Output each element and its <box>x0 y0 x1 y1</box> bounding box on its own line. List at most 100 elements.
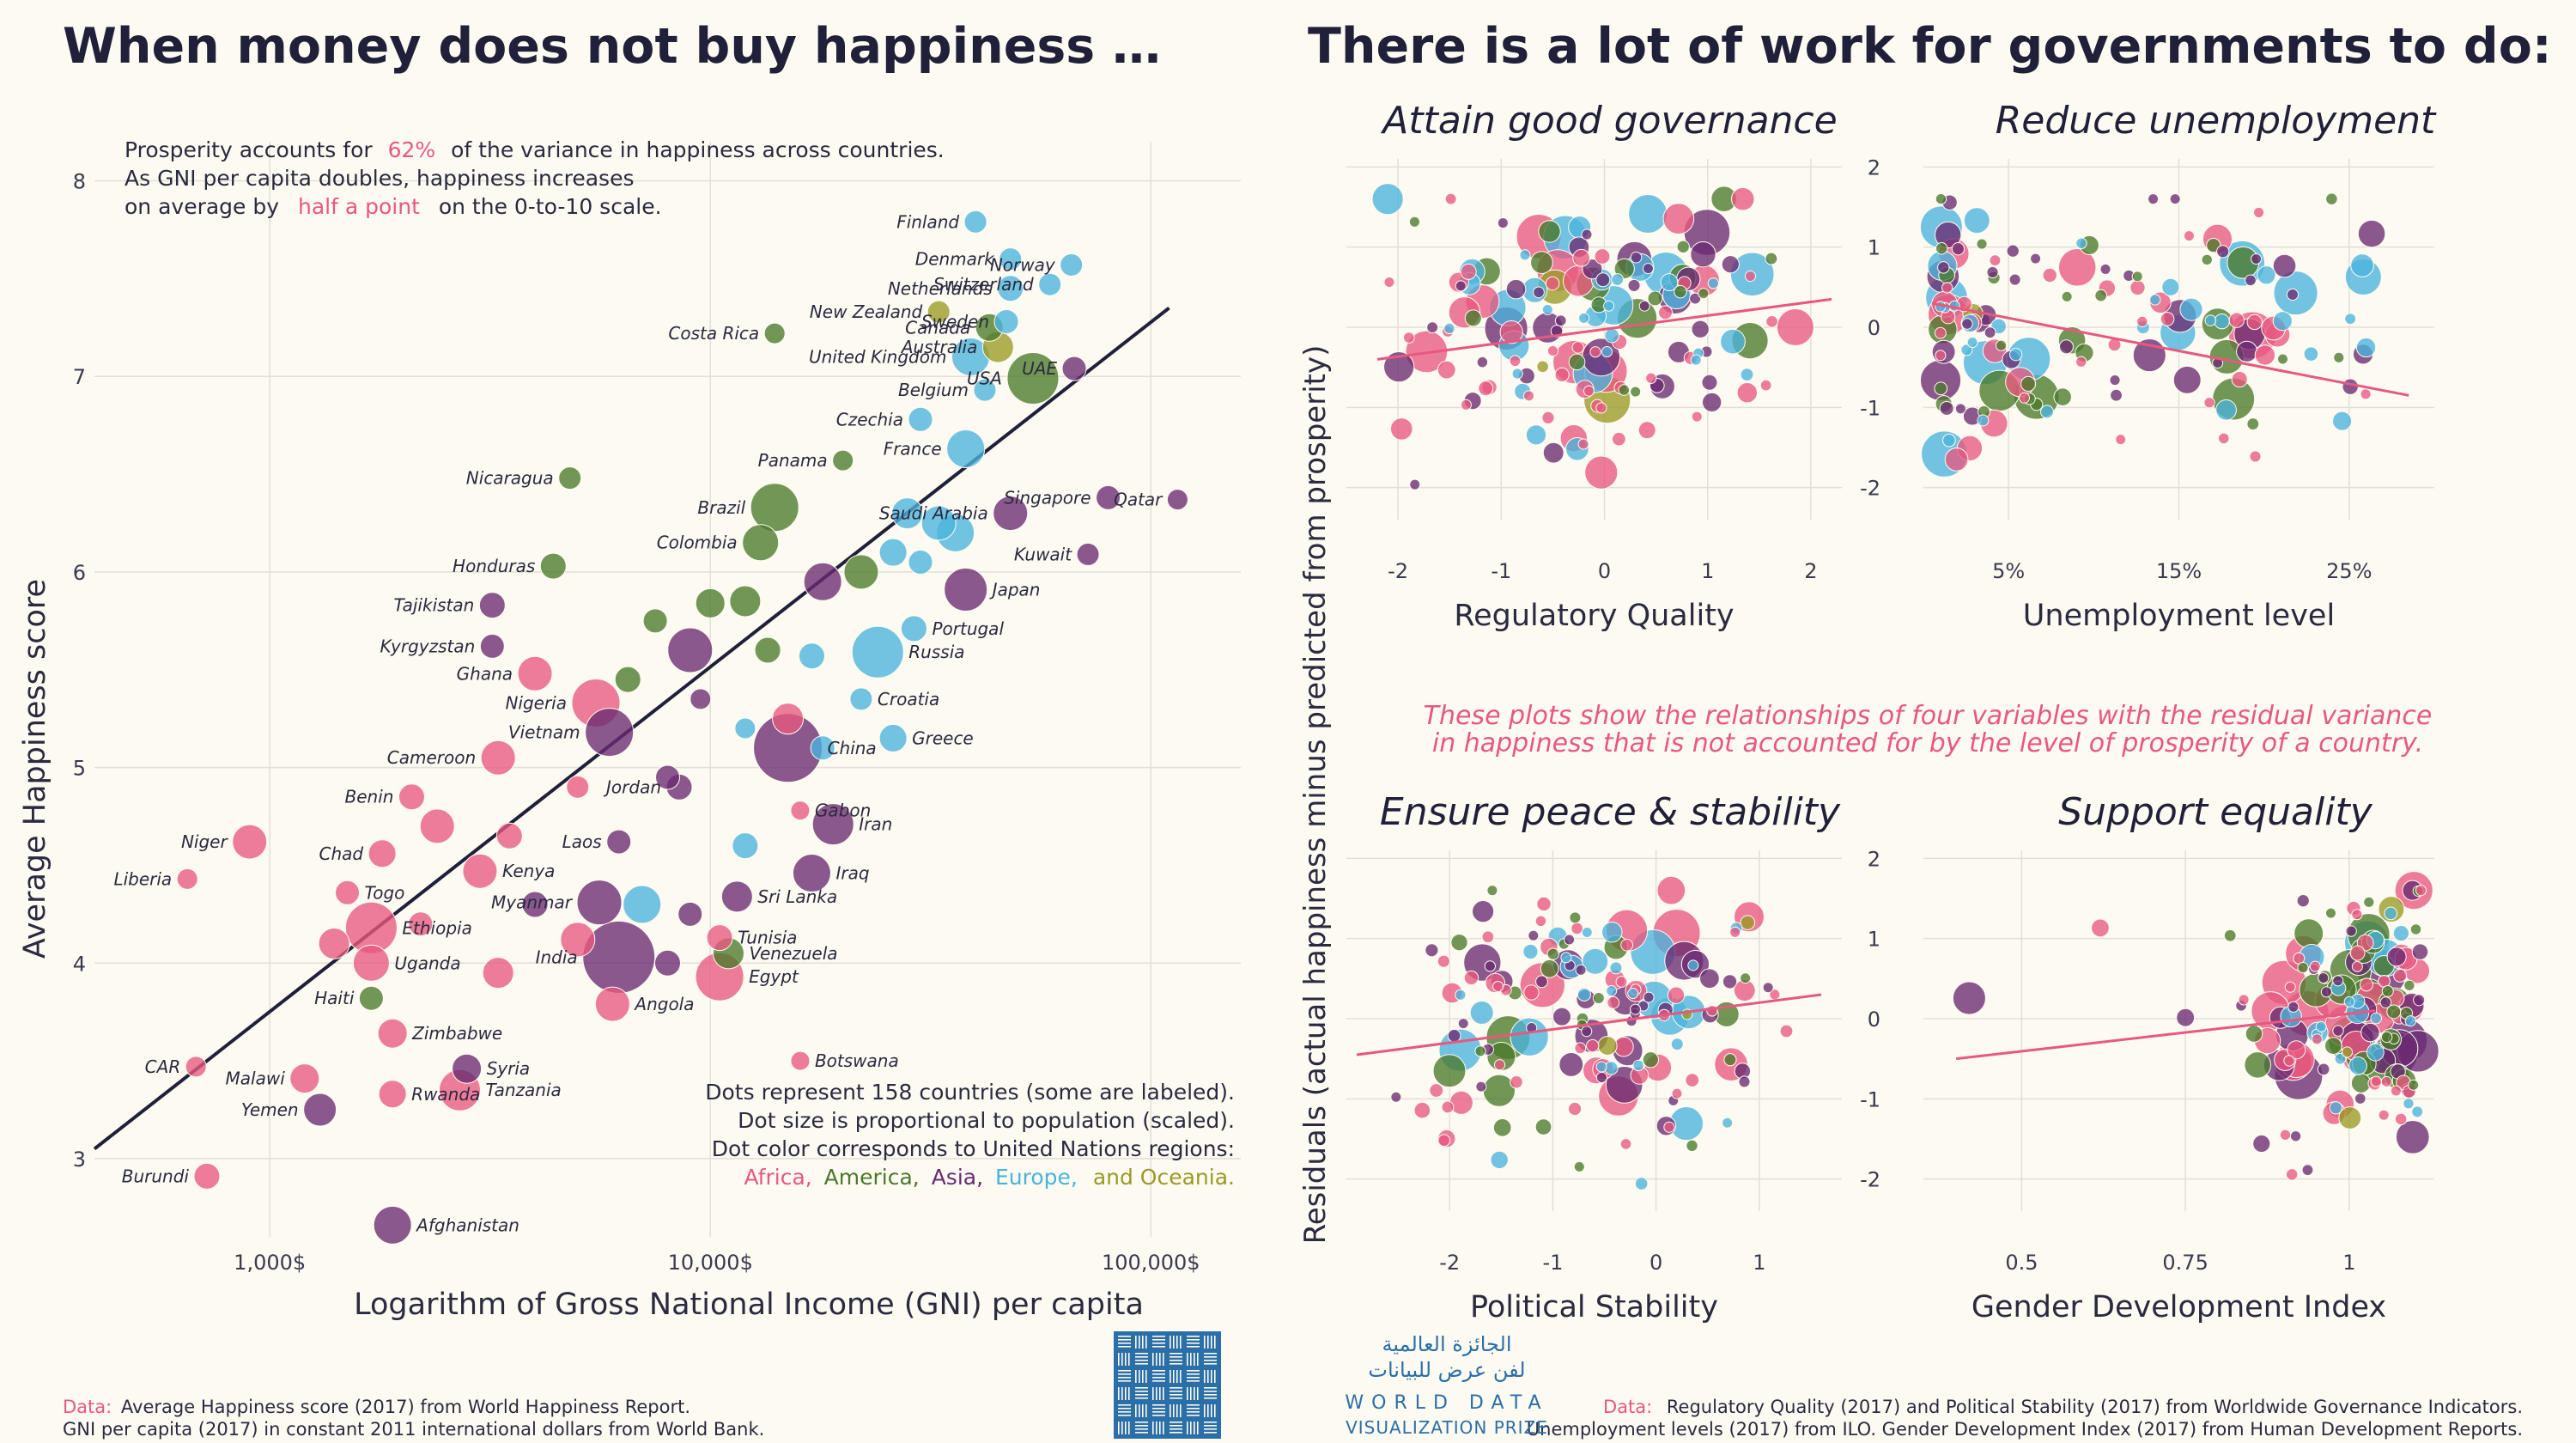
panel-country-point <box>1437 360 1456 380</box>
panel-country-point <box>1738 1075 1751 1088</box>
panel-country-point <box>1455 280 1467 292</box>
panel-regression-line <box>1931 301 2409 397</box>
panel-country-point <box>2404 1015 2416 1027</box>
main-country-point <box>927 300 951 324</box>
panel-x-tick-label: 2 <box>1804 559 1817 583</box>
panel-country-point <box>2030 253 2042 265</box>
panel-country-point <box>1437 1134 1451 1148</box>
panel-country-point <box>1534 1118 1552 1136</box>
main-country-point <box>1166 489 1188 511</box>
logo-stripe <box>1152 1380 1165 1382</box>
panel-x-tick-label: 0 <box>1598 559 1611 583</box>
panel-country-point <box>1554 314 1567 327</box>
panel-country-point <box>2332 975 2344 987</box>
panel-country-point <box>2325 192 2338 205</box>
panel-country-point <box>2370 1012 2382 1025</box>
logo-stripe <box>1142 1370 1144 1383</box>
panel-country-point <box>1390 1091 1402 1103</box>
panel-country-point <box>2149 294 2161 306</box>
logo-stripe <box>1118 1346 1131 1348</box>
panel-country-point <box>1729 926 1741 938</box>
panel-x-tick-label: 25% <box>2326 559 2372 583</box>
panel-country-point <box>2332 1025 2344 1037</box>
logo-stripe <box>1214 1370 1216 1383</box>
panel-x-tick-label: 15% <box>2156 559 2202 583</box>
panel-x-tick-label: 5% <box>1992 559 2025 583</box>
panel-country-point <box>1637 421 1656 440</box>
panel-country-point <box>1722 974 1738 989</box>
logo-stripe <box>1180 1370 1182 1383</box>
main-country-point <box>999 247 1023 271</box>
main-y-tick-label: 4 <box>73 952 86 976</box>
panel-country-point <box>1612 431 1626 447</box>
panel-country-point <box>1721 255 1740 274</box>
panel-country-point <box>2359 977 2373 992</box>
country-label-panama: Panama <box>758 450 828 471</box>
panel-country-point <box>2394 1112 2408 1126</box>
panel-country-point <box>2403 979 2415 991</box>
panel-country-point <box>1944 448 1969 472</box>
panel-country-point <box>1450 934 1468 952</box>
logo-stripe <box>1211 1370 1212 1383</box>
logo-stripe <box>1170 1422 1182 1423</box>
panel-country-point <box>1731 186 1755 211</box>
main-country-point <box>585 708 635 758</box>
logo-stripe <box>1204 1336 1206 1349</box>
main-country-point <box>997 275 1024 302</box>
panel-country-point <box>1701 374 1718 391</box>
panel-country-point <box>1536 360 1549 374</box>
logo-stripe <box>1170 1428 1182 1430</box>
panel-country-point <box>1689 292 1702 305</box>
logo-stripe <box>1135 1356 1148 1358</box>
panel-country-point <box>1389 417 1413 441</box>
residual-panel-reduce-unemployment: Reduce unemployment Unemployment level 5% 1… <box>1860 99 2437 633</box>
prosperity-note-1c: of the variance in happiness across coun… <box>451 137 945 162</box>
panel-country-point <box>2392 925 2409 942</box>
logo-stripe <box>1194 1353 1195 1366</box>
panel-y-tick-label: 2 <box>1868 155 1880 180</box>
main-country-point <box>729 585 762 618</box>
source-right-text: Regulatory Quality (2017) and Political … <box>1667 1397 2523 1417</box>
panel-country-point <box>1619 1138 1632 1150</box>
panel-country-point <box>1939 400 1954 416</box>
panel-title: Support equality <box>2058 790 2372 834</box>
panel-country-point <box>1627 988 1639 1000</box>
panel-country-point <box>1441 1100 1455 1114</box>
main-country-point <box>750 483 799 533</box>
logo-stripe <box>1142 1336 1144 1349</box>
panel-country-point <box>2201 253 2213 266</box>
panel-country-point <box>1584 455 1619 490</box>
logo-stripe <box>1118 1380 1131 1382</box>
panel-country-point <box>2381 984 2394 998</box>
residual-panel-ensure-peace-stability: Ensure peace & stability Political Stabil… <box>1346 790 1842 1324</box>
main-country-point <box>798 642 825 670</box>
logo-stripe <box>1187 1377 1200 1379</box>
panel-country-point <box>2249 450 2262 463</box>
panel-country-point <box>1511 368 1523 380</box>
residual-panels: Attain good governance Regulatory Quality… <box>1346 99 2439 1324</box>
main-country-point <box>878 538 908 567</box>
prosperity-note-62pct: 62% <box>388 137 436 162</box>
main-y-axis-label: Average Happiness score <box>18 579 52 959</box>
logo-square <box>1114 1331 1221 1439</box>
panel-country-point <box>1941 282 1953 294</box>
logo-stripe <box>1187 1404 1200 1406</box>
panel-country-point <box>1662 203 1695 234</box>
main-country-point <box>521 891 549 918</box>
country-label-ethiopia: Ethiopia <box>402 917 471 938</box>
panel-country-point <box>2329 1101 2342 1115</box>
panel-country-point <box>2057 248 2097 287</box>
logo-stripe <box>1152 1387 1154 1400</box>
panel-country-point <box>2231 371 2248 388</box>
main-country-point <box>368 839 397 868</box>
panel-country-point <box>2223 929 2237 942</box>
panel-country-point <box>1630 1003 1642 1015</box>
country-label-russia: Russia <box>908 642 964 662</box>
residual-panel-support-equality: Support equality Gender Development Index… <box>1860 790 2439 1324</box>
main-country-point <box>811 803 854 846</box>
panel-country-point <box>1463 970 1479 986</box>
panel-country-point <box>1759 379 1772 392</box>
panel-country-point <box>2075 356 2087 368</box>
main-country-point <box>1061 356 1087 381</box>
panel-country-point <box>2058 339 2074 355</box>
